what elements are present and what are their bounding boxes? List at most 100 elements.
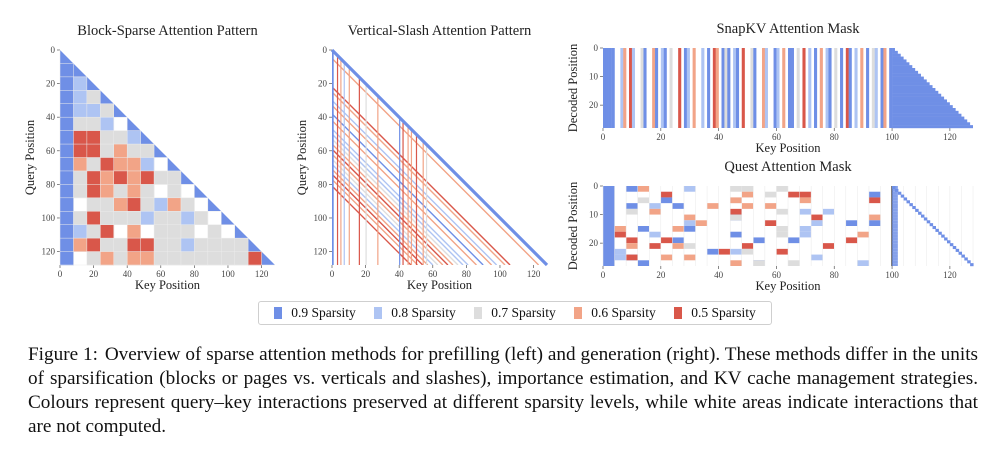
quest-page bbox=[626, 208, 638, 215]
block-cell bbox=[86, 251, 101, 266]
quest-page bbox=[811, 220, 823, 226]
x-tick-label: 20 bbox=[656, 270, 666, 280]
snapkv-column bbox=[776, 48, 780, 128]
x-axis-label: Key Position bbox=[756, 279, 822, 293]
block-cell bbox=[86, 211, 101, 225]
local-window bbox=[892, 206, 898, 209]
decoded-step bbox=[892, 70, 919, 74]
snapkv-column bbox=[655, 48, 659, 128]
quest-page bbox=[660, 237, 673, 244]
legend-swatch-0.5 bbox=[674, 307, 683, 319]
block-cell bbox=[140, 144, 155, 158]
slash-line bbox=[332, 133, 464, 265]
decoded-step bbox=[892, 99, 947, 103]
snapkv-column bbox=[733, 48, 737, 128]
block-cell bbox=[60, 90, 74, 105]
legend-item-0.6: 0.6 Sparsity bbox=[574, 305, 656, 321]
decoded-step bbox=[944, 237, 948, 241]
local-window bbox=[892, 188, 898, 192]
local-window bbox=[892, 243, 898, 246]
quest-page bbox=[683, 214, 696, 221]
decoded-step bbox=[900, 194, 905, 198]
snapkv-column bbox=[845, 48, 849, 128]
block-cell bbox=[127, 170, 141, 185]
block-cell bbox=[100, 117, 115, 131]
quest-page bbox=[857, 231, 869, 238]
decoded-step bbox=[923, 217, 928, 221]
slash-line bbox=[332, 138, 459, 265]
block-cell bbox=[127, 238, 141, 252]
y-tick-label: 10 bbox=[589, 72, 599, 82]
legend-label-0.8: 0.8 Sparsity bbox=[391, 305, 456, 320]
block-cell bbox=[113, 144, 128, 158]
block-cell bbox=[154, 224, 168, 239]
y-tick-label: 0 bbox=[323, 45, 328, 55]
y-tick-label: 20 bbox=[318, 79, 328, 89]
block-cell bbox=[60, 130, 74, 145]
y-tick-label: 80 bbox=[318, 179, 328, 189]
snapkv-column bbox=[715, 48, 719, 128]
block-cell bbox=[73, 117, 88, 131]
decoded-step bbox=[932, 226, 936, 230]
block-cell bbox=[100, 170, 115, 185]
snapkv-column bbox=[773, 48, 777, 128]
y-tick-label: 40 bbox=[46, 112, 56, 122]
slash-line bbox=[332, 143, 454, 265]
local-window bbox=[892, 203, 898, 206]
x-tick-label: 0 bbox=[330, 269, 335, 279]
block-cell bbox=[60, 157, 74, 172]
snapkv-column bbox=[819, 48, 823, 128]
legend-swatch-0.6 bbox=[574, 307, 583, 319]
quest-page bbox=[637, 226, 650, 232]
y-axis-label: Query Position bbox=[295, 119, 309, 195]
local-window bbox=[892, 263, 898, 266]
x-tick-label: 80 bbox=[462, 269, 472, 279]
decoded-step bbox=[958, 251, 963, 255]
quest-page bbox=[683, 186, 696, 192]
decoded-step bbox=[892, 53, 901, 57]
decoded-step bbox=[952, 246, 957, 250]
block-cell bbox=[60, 211, 74, 225]
block-cell bbox=[127, 130, 141, 145]
block-cell bbox=[73, 211, 88, 225]
decoded-step bbox=[970, 263, 974, 267]
x-tick-label: 20 bbox=[89, 269, 99, 279]
snapkv-column bbox=[707, 48, 711, 128]
block-cell bbox=[234, 238, 249, 252]
quest-page bbox=[741, 243, 754, 249]
decoded-step bbox=[967, 260, 971, 264]
local-window bbox=[892, 240, 898, 244]
block-cell bbox=[100, 144, 115, 158]
decoded-step bbox=[955, 248, 960, 252]
quest-page bbox=[672, 243, 684, 249]
snapkv-column bbox=[750, 48, 754, 128]
quest-page bbox=[683, 243, 696, 249]
quest-page bbox=[741, 248, 754, 255]
block-cell bbox=[113, 251, 128, 266]
block-cell bbox=[100, 157, 115, 172]
quest-page bbox=[626, 186, 638, 192]
decoded-step bbox=[892, 96, 945, 100]
legend-item-0.5: 0.5 Sparsity bbox=[674, 305, 756, 321]
block-cell bbox=[194, 251, 209, 266]
block-cell bbox=[154, 251, 168, 266]
quest-page bbox=[626, 243, 638, 249]
quest-page bbox=[799, 231, 812, 238]
snapkv-column bbox=[814, 48, 818, 128]
x-tick-label: 60 bbox=[156, 269, 166, 279]
block-cell bbox=[86, 130, 101, 145]
block-cell bbox=[73, 157, 88, 172]
block-cell bbox=[180, 170, 195, 185]
block-cell bbox=[194, 184, 208, 198]
decoded-step bbox=[892, 48, 895, 52]
quest-page bbox=[776, 186, 788, 192]
quest-page bbox=[730, 260, 742, 266]
quest-page bbox=[614, 231, 627, 238]
decoded-step bbox=[892, 79, 927, 83]
local-window bbox=[892, 234, 898, 238]
quest-page bbox=[730, 197, 742, 204]
local-window bbox=[892, 214, 898, 218]
decoded-step bbox=[892, 102, 950, 106]
panel-title: Vertical-Slash Attention Pattern bbox=[348, 23, 532, 39]
block-cell bbox=[127, 144, 141, 158]
